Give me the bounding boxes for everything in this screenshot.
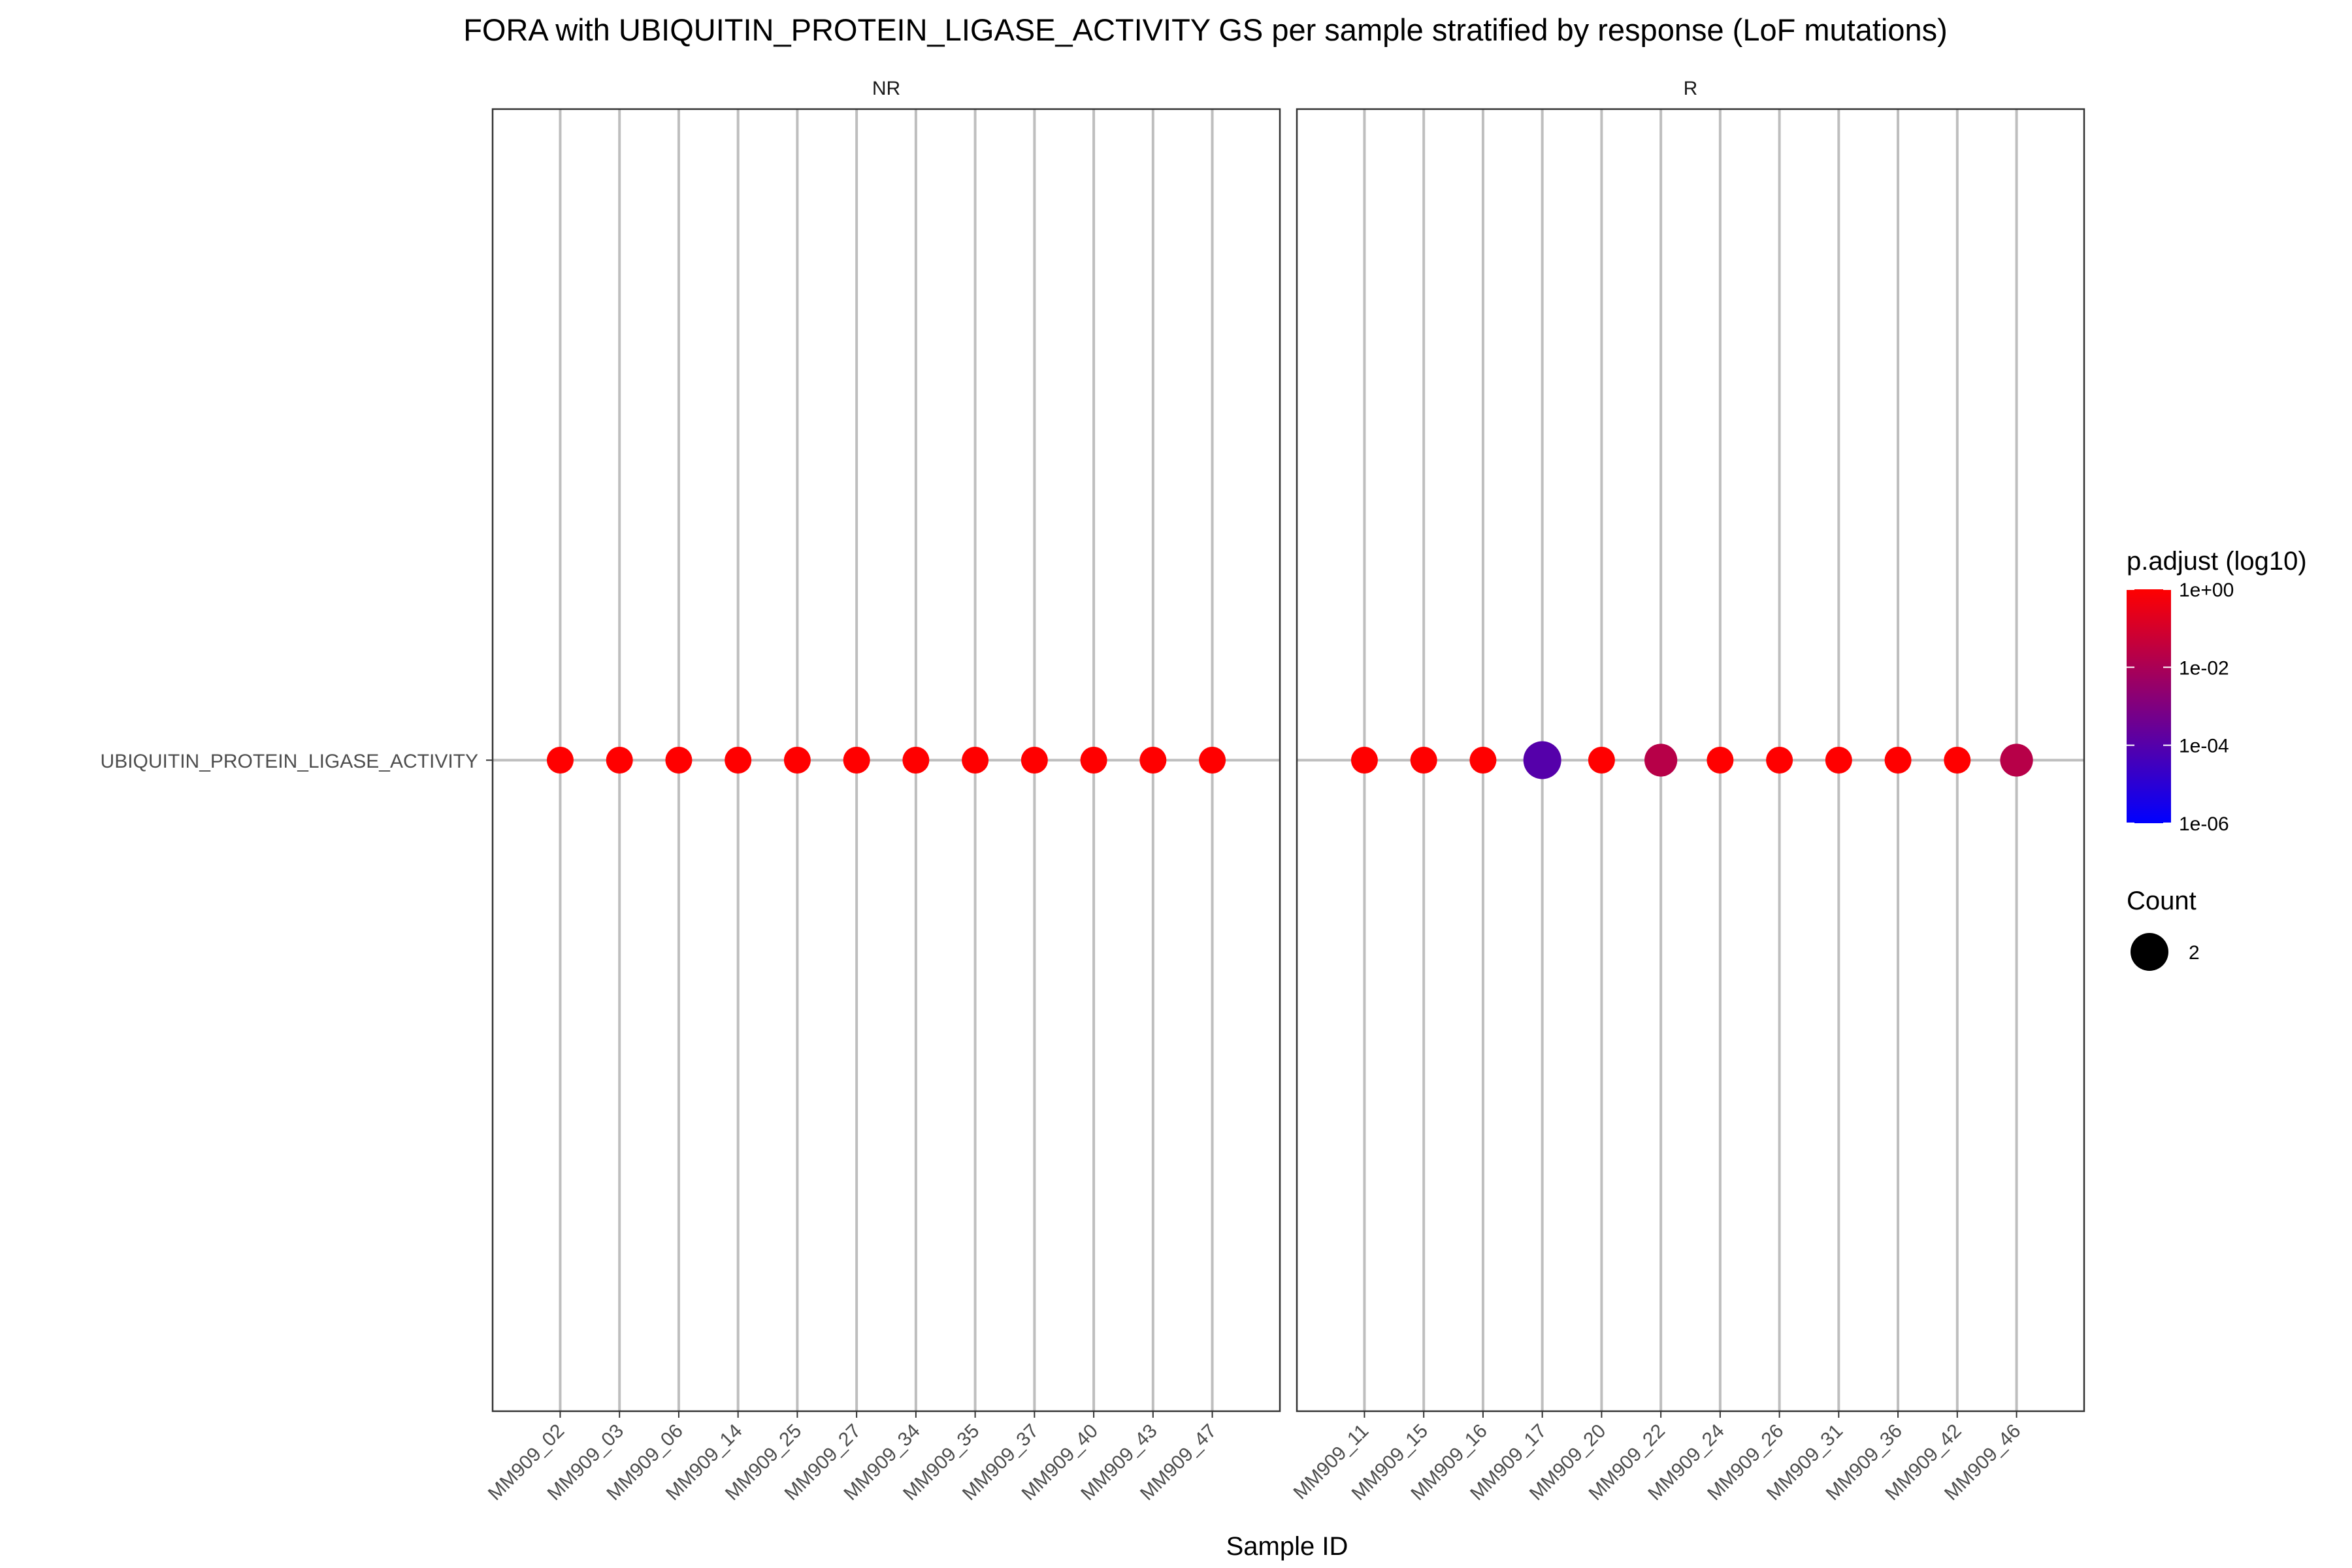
- color-legend-tick-label: 1e-02: [2179, 657, 2229, 679]
- color-legend-tick-label: 1e-04: [2179, 736, 2229, 757]
- data-point: [1523, 741, 1561, 779]
- data-point: [902, 746, 930, 774]
- color-legend-tick-label: 1e-06: [2179, 813, 2229, 835]
- data-point: [1884, 746, 1912, 774]
- size-legend-key: [2131, 933, 2168, 971]
- data-point: [1588, 746, 1615, 774]
- panel-border: [1296, 108, 2085, 1413]
- data-point: [1080, 746, 1107, 774]
- legend: p.adjust (log10) 1e+00 1e-02 1e-04 1e-06 Co…: [2127, 547, 2307, 971]
- data-point: [1766, 746, 1793, 774]
- facet-r: RMM909_11MM909_15MM909_16MM909_17MM909_2…: [1289, 78, 2085, 1505]
- color-legend-tick-label: 1e+00: [2179, 580, 2234, 601]
- size-legend-title: Count: [2127, 887, 2197, 915]
- data-point: [2000, 743, 2033, 777]
- size-legend-entries: 2: [2131, 933, 2200, 971]
- data-point: [606, 746, 633, 774]
- facet-nr: NRMM909_02MM909_03MM909_06MM909_14MM909_…: [484, 78, 1281, 1505]
- color-legend-ticks: 1e+00 1e-02 1e-04 1e-06: [2127, 580, 2234, 835]
- color-legend-title: p.adjust (log10): [2127, 547, 2307, 576]
- facet-strip-label: NR: [872, 78, 900, 99]
- data-point: [1139, 746, 1167, 774]
- facet-strip-label: R: [1684, 78, 1698, 99]
- chart-title: FORA with UBIQUITIN_PROTEIN_LIGASE_ACTIV…: [463, 12, 1948, 47]
- data-point: [843, 746, 870, 774]
- data-point: [546, 746, 574, 774]
- data-point: [1644, 743, 1678, 777]
- data-point: [783, 746, 811, 774]
- data-point: [1021, 746, 1048, 774]
- data-point: [1410, 746, 1437, 774]
- data-point: [962, 746, 989, 774]
- facet-panels: NRMM909_02MM909_03MM909_06MM909_14MM909_…: [484, 78, 2085, 1505]
- y-tick-label: UBIQUITIN_PROTEIN_LIGASE_ACTIVITY: [101, 751, 478, 772]
- data-point: [1199, 746, 1226, 774]
- size-legend-label: 2: [2189, 942, 2200, 964]
- data-point: [725, 746, 752, 774]
- data-point: [1944, 746, 1971, 774]
- data-point: [665, 746, 693, 774]
- color-legend-bar: [2127, 589, 2171, 823]
- x-axis-label: Sample ID: [1226, 1532, 1348, 1561]
- data-point: [1707, 746, 1734, 774]
- data-point: [1825, 746, 1852, 774]
- data-point: [1350, 746, 1378, 774]
- data-point: [1469, 746, 1497, 774]
- panel-border: [491, 108, 1281, 1413]
